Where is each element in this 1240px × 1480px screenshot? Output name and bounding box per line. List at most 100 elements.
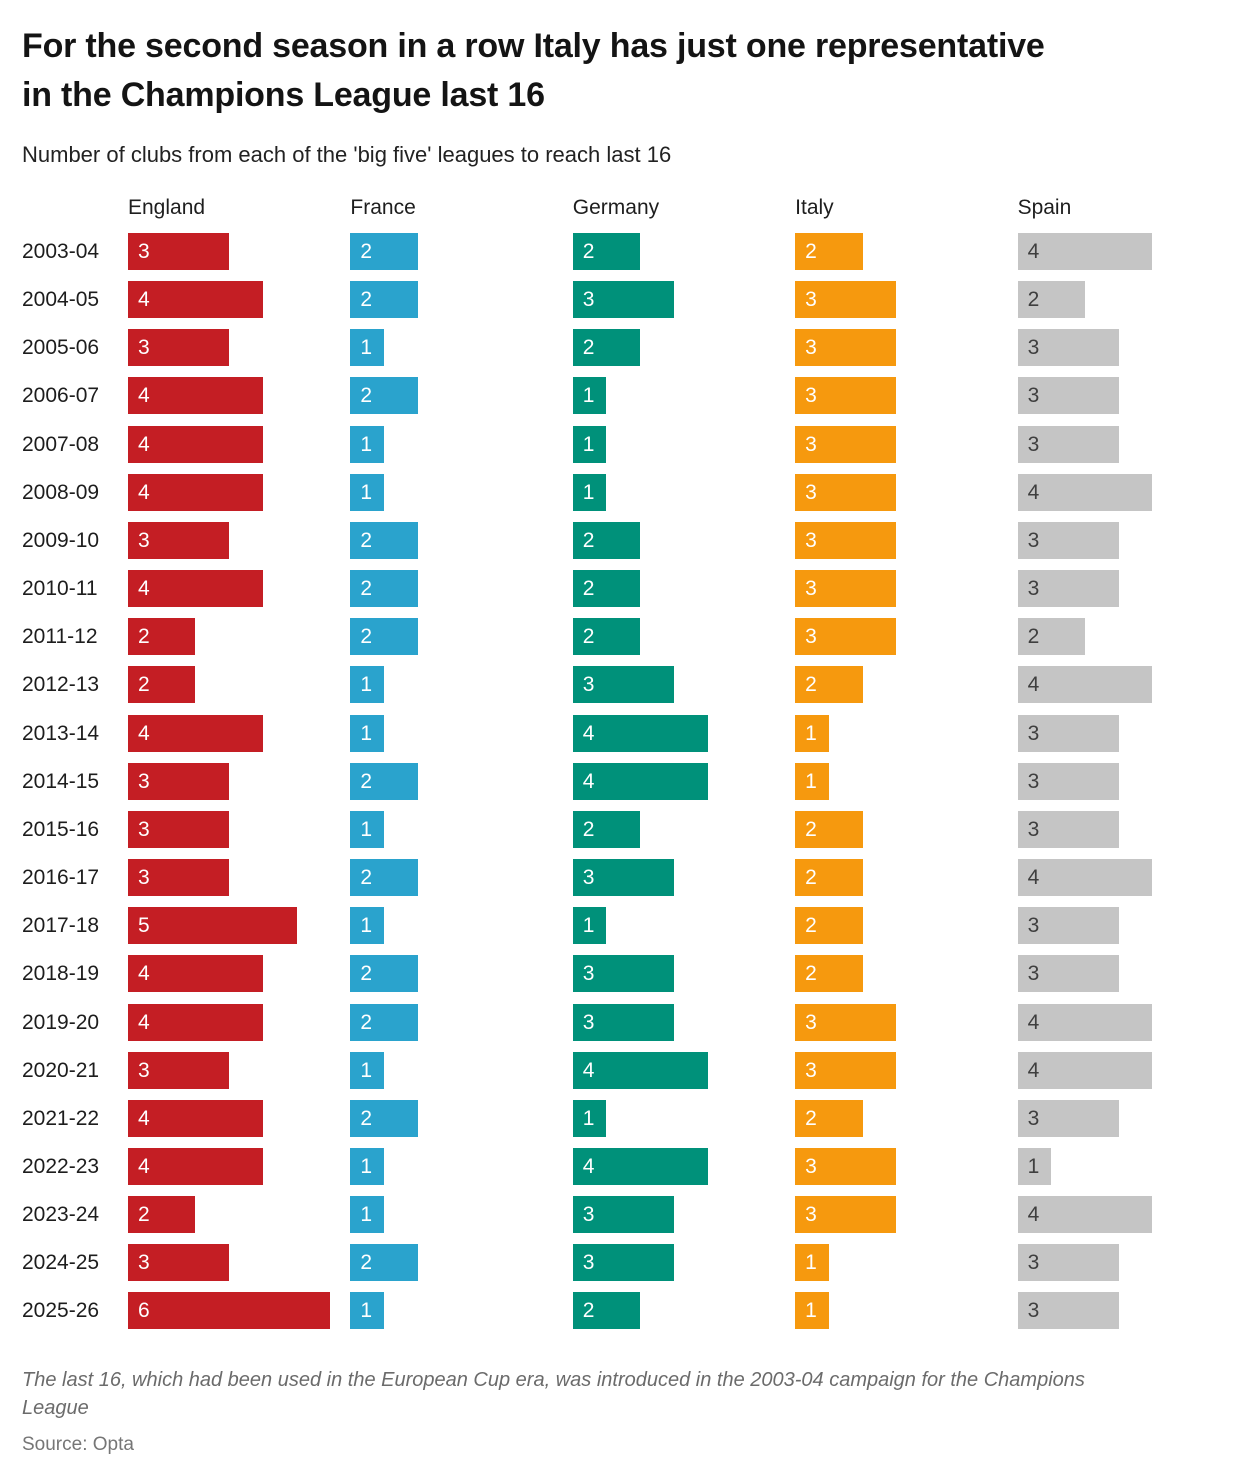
- bar-cell-spain: 3: [1017, 955, 1240, 993]
- bar-germany: 3: [572, 666, 674, 704]
- bar-england: 2: [128, 1196, 196, 1234]
- bar-cell-italy: 3: [795, 1051, 1017, 1089]
- season-label: 2010-11: [22, 577, 98, 601]
- bar-cell-germany: 3: [572, 666, 795, 704]
- bar-cell-italy: 3: [795, 473, 1017, 511]
- bar-cell-spain: 4: [1017, 233, 1240, 270]
- bar-italy: 3: [795, 329, 897, 367]
- bar-cell-england: 4: [128, 1099, 350, 1137]
- bar-england: 4: [128, 1003, 263, 1041]
- bar-cell-spain: 3: [1017, 810, 1240, 848]
- bar-cell-germany: 2: [572, 521, 795, 559]
- bar-germany: 1: [572, 377, 607, 415]
- bar-cell-spain: 4: [1017, 859, 1240, 897]
- bar-cell-france: 2: [350, 618, 572, 656]
- bar-spain: 3: [1017, 762, 1119, 800]
- season-label: 2019-20: [22, 1010, 100, 1034]
- bar-chart: England France Germany Italy Spain 2003-04 3 2 2…: [22, 197, 1240, 1330]
- chart-row-2025-26: 2025-26 6 1 2 1 3: [22, 1292, 1240, 1330]
- season-label: 2012-13: [22, 673, 100, 697]
- season-label: 2015-16: [22, 817, 100, 841]
- chart-subtitle: Number of clubs from each of the 'big fi…: [22, 142, 672, 167]
- bar-cell-england: 3: [128, 521, 350, 559]
- bar-france: 2: [350, 1099, 418, 1137]
- bar-italy: 2: [795, 859, 863, 897]
- bar-spain: 2: [1017, 618, 1085, 656]
- bar-germany: 3: [572, 1003, 674, 1041]
- bar-cell-italy: 2: [795, 666, 1017, 704]
- season-label: 2017-18: [22, 914, 100, 938]
- bar-england: 4: [128, 714, 263, 752]
- bar-cell-germany: 4: [572, 762, 795, 800]
- bar-spain: 3: [1017, 521, 1119, 559]
- bar-cell-spain: 4: [1017, 666, 1240, 704]
- bar-spain: 3: [1017, 1244, 1119, 1282]
- bar-cell-france: 1: [350, 1051, 572, 1089]
- bar-cell-france: 2: [350, 1244, 572, 1282]
- bar-cell-germany: 1: [572, 473, 795, 511]
- bar-italy: 3: [795, 521, 897, 559]
- chart-row-2003-04: 2003-04 3 2 2 2 4: [22, 233, 1240, 270]
- bar-england: 3: [128, 859, 230, 897]
- bar-spain: 4: [1017, 233, 1153, 270]
- bar-cell-italy: 2: [795, 810, 1017, 848]
- bar-france: 2: [350, 281, 418, 319]
- bar-cell-spain: 4: [1017, 1196, 1240, 1234]
- bar-france: 1: [350, 1196, 385, 1234]
- bar-spain: 3: [1017, 377, 1119, 415]
- bar-germany: 1: [572, 425, 607, 463]
- season-label: 2005-06: [22, 336, 100, 360]
- season-label: 2007-08: [22, 432, 100, 456]
- bar-cell-spain: 1: [1017, 1147, 1240, 1185]
- bar-cell-germany: 1: [572, 377, 795, 415]
- season-label: 2018-19: [22, 962, 100, 986]
- source-attribution: Source: Opta: [22, 1434, 134, 1455]
- bar-england: 4: [128, 473, 263, 511]
- bar-france: 2: [350, 570, 418, 608]
- bar-england: 4: [128, 1147, 263, 1185]
- chart-row-2008-09: 2008-09 4 1 1 3 4: [22, 473, 1240, 511]
- bar-cell-italy: 2: [795, 233, 1017, 270]
- bar-italy: 3: [795, 473, 897, 511]
- bar-cell-germany: 1: [572, 907, 795, 945]
- bar-cell-germany: 2: [572, 1292, 795, 1330]
- chart-row-2019-20: 2019-20 4 2 3 3 4: [22, 1003, 1240, 1041]
- bar-england: 5: [128, 907, 297, 945]
- bar-cell-england: 3: [128, 762, 350, 800]
- season-label: 2025-26: [22, 1299, 100, 1323]
- bar-germany: 3: [572, 955, 674, 993]
- bar-england: 3: [128, 1051, 230, 1089]
- bar-france: 2: [350, 762, 418, 800]
- bar-cell-france: 2: [350, 1003, 572, 1041]
- bar-germany: 2: [572, 618, 641, 656]
- bar-cell-germany: 2: [572, 618, 795, 656]
- season-label: 2020-21: [22, 1058, 100, 1082]
- bar-germany: 4: [572, 762, 708, 800]
- bar-germany: 4: [572, 714, 708, 752]
- bar-italy: 1: [795, 714, 829, 752]
- bar-cell-france: 2: [350, 762, 572, 800]
- bar-italy: 3: [795, 1003, 897, 1041]
- bar-germany: 1: [572, 907, 607, 945]
- bar-cell-france: 1: [350, 1147, 572, 1185]
- bar-spain: 3: [1017, 329, 1119, 367]
- bar-germany: 2: [572, 570, 641, 608]
- bar-france: 2: [350, 521, 418, 559]
- bar-spain: 3: [1017, 714, 1119, 752]
- bar-cell-spain: 4: [1017, 473, 1240, 511]
- bar-cell-france: 2: [350, 281, 572, 319]
- bar-spain: 3: [1017, 425, 1119, 463]
- chart-row-2017-18: 2017-18 5 1 1 2 3: [22, 907, 1240, 945]
- bar-germany: 2: [572, 233, 641, 270]
- bar-cell-england: 4: [128, 1147, 350, 1185]
- chart-row-2024-25: 2024-25 3 2 3 1 3: [22, 1244, 1240, 1282]
- bar-cell-spain: 2: [1017, 281, 1240, 319]
- bar-cell-italy: 3: [795, 521, 1017, 559]
- bar-england: 4: [128, 570, 263, 608]
- season-label: 2011-12: [22, 625, 98, 649]
- bar-italy: 3: [795, 425, 897, 463]
- bar-spain: 4: [1017, 1196, 1153, 1234]
- bar-cell-germany: 3: [572, 1003, 795, 1041]
- bar-germany: 2: [572, 1292, 641, 1330]
